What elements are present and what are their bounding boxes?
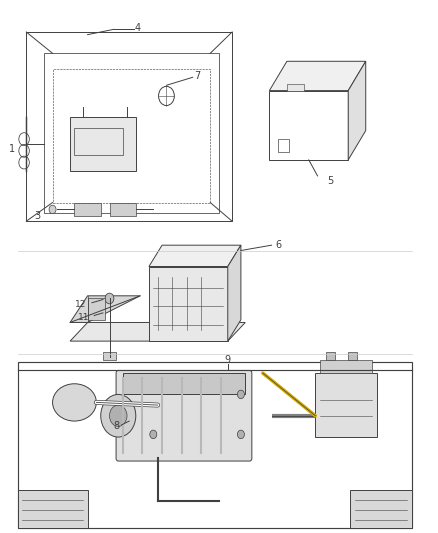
Bar [326,352,335,360]
Polygon shape [18,490,88,528]
Bar [315,373,377,437]
Bar [123,373,245,394]
Text: 11: 11 [78,313,89,321]
Circle shape [101,394,136,437]
Bar [18,362,412,528]
Polygon shape [228,245,241,341]
Bar [278,139,289,152]
Circle shape [237,430,244,439]
Text: 4: 4 [135,23,141,33]
FancyBboxPatch shape [116,370,252,461]
Polygon shape [70,296,140,322]
Bar [110,203,136,216]
Bar [320,360,372,373]
Circle shape [49,205,56,214]
Circle shape [237,390,244,399]
Circle shape [105,293,114,304]
Text: 3: 3 [34,211,40,221]
Polygon shape [269,61,366,91]
Bar [74,128,123,155]
Text: 12: 12 [75,301,87,309]
Text: 5: 5 [328,176,334,186]
Text: 1: 1 [9,144,15,154]
Bar [149,266,228,341]
Polygon shape [149,245,241,266]
Polygon shape [70,322,245,341]
Bar [74,203,101,216]
Text: 7: 7 [194,71,200,80]
Bar [287,84,304,91]
Text: 6: 6 [275,240,281,250]
Bar [103,352,116,360]
Circle shape [110,405,127,426]
Polygon shape [350,490,412,528]
Bar [269,91,348,160]
Circle shape [150,430,157,439]
Bar [348,352,357,360]
Text: 8: 8 [113,422,119,431]
Bar [88,298,105,320]
Ellipse shape [53,384,96,421]
Polygon shape [348,61,366,160]
Text: 9: 9 [225,355,231,365]
Bar [70,117,136,171]
